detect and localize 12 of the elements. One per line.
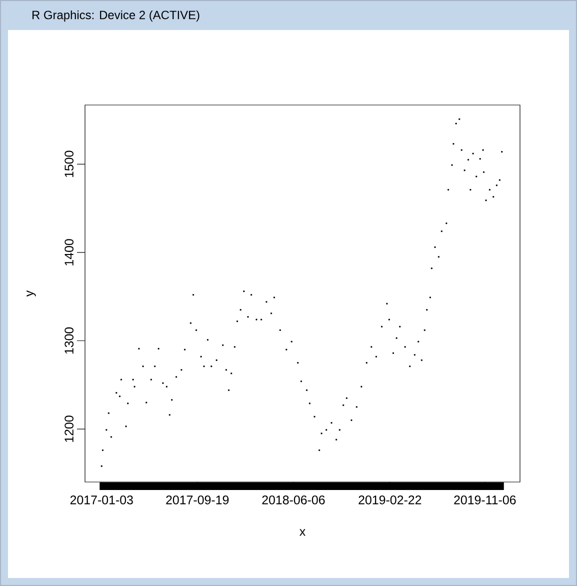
y-tick-label: 1400 [64,239,74,266]
x-tick-label: 2017-01-03 [70,496,133,504]
y-tick-label: 1300 [64,327,74,354]
x-axis-title: x [300,529,306,536]
text: R Graphics: Device 2 (ACTIVE) [32,10,200,22]
x-tick-label: 2019-02-22 [358,496,422,504]
x-tick-label: 2019-11-06 [454,496,516,504]
y-tick-label: 1200 [64,416,74,442]
x-tick-label: 2018-06-06 [262,496,325,504]
y-axis-title: y [26,290,36,297]
x-tick-label: 2017-09-19 [166,496,229,504]
y-tick-label: 1500 [64,150,74,178]
